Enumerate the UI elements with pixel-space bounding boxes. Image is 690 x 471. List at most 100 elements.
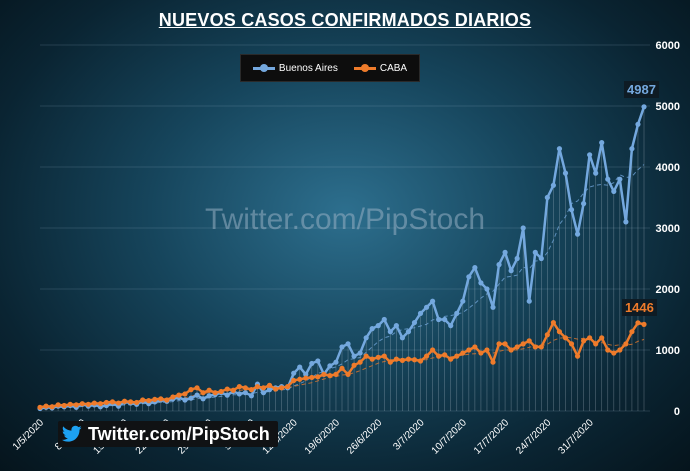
data-point-caba (212, 390, 218, 396)
data-point-caba (224, 386, 230, 392)
y-axis: 0 1000 2000 3000 4000 5000 6000 (656, 40, 680, 418)
data-point-caba (121, 398, 128, 404)
data-point-caba (375, 354, 381, 360)
data-point-buenos-aires (351, 353, 357, 359)
data-point-buenos-aires (333, 359, 339, 365)
data-point-caba (128, 399, 134, 405)
data-point-caba (43, 403, 49, 409)
data-point-caba (303, 375, 309, 381)
series-layer (37, 104, 647, 412)
data-point-buenos-aires (182, 397, 188, 403)
data-point-buenos-aires (393, 323, 399, 329)
data-point-buenos-aires (369, 326, 375, 332)
data-point-caba (381, 353, 387, 359)
data-point-buenos-aires (484, 286, 490, 292)
data-point-caba (182, 391, 188, 397)
data-point-buenos-aires (466, 274, 472, 280)
data-point-caba (109, 399, 116, 405)
annotation-buenos-aires-last: 4987 (624, 80, 659, 98)
data-point-caba (297, 376, 303, 382)
data-point-buenos-aires (587, 152, 593, 158)
data-point-caba (599, 335, 605, 341)
data-point-buenos-aires (532, 249, 538, 255)
data-point-buenos-aires (224, 392, 230, 398)
data-point-caba (351, 362, 357, 368)
data-point-caba (236, 384, 242, 390)
data-point-buenos-aires (617, 176, 623, 182)
data-point-buenos-aires (339, 344, 345, 350)
data-point-caba (496, 341, 502, 347)
data-point-caba (55, 402, 61, 408)
data-point-caba (158, 396, 164, 402)
data-point-caba (593, 341, 599, 347)
data-point-caba (49, 404, 55, 410)
y-tick-label: 3000 (656, 223, 680, 235)
data-point-buenos-aires (544, 194, 550, 201)
chart-title: NUEVOS CASOS CONFIRMADOS DIARIOS (158, 10, 532, 30)
data-point-buenos-aires (375, 323, 381, 329)
data-point-buenos-aires (363, 335, 369, 341)
data-point-buenos-aires (562, 170, 569, 176)
data-point-buenos-aires (236, 391, 242, 397)
data-point-buenos-aires (623, 219, 629, 225)
data-point-buenos-aires (556, 146, 563, 152)
annotation-caba-last: 1446 (621, 298, 657, 316)
legend: Buenos Aires CABA (240, 54, 420, 82)
data-point-buenos-aires (206, 393, 212, 399)
data-point-caba (478, 350, 484, 356)
data-point-buenos-aires (629, 146, 635, 152)
data-point-caba (321, 371, 327, 377)
data-point-caba (430, 347, 436, 353)
data-point-buenos-aires (417, 310, 424, 316)
data-point-caba (248, 387, 254, 393)
data-point-caba (629, 329, 635, 335)
data-point-caba (97, 401, 103, 407)
data-point-caba (405, 356, 412, 362)
data-point-caba (556, 329, 563, 335)
data-point-buenos-aires (611, 188, 617, 194)
data-point-caba (387, 359, 393, 365)
data-point-caba (466, 347, 472, 353)
data-point-caba (260, 385, 267, 391)
data-point-caba (508, 347, 514, 353)
data-point-caba (218, 388, 224, 395)
data-point-caba (544, 332, 550, 338)
data-point-buenos-aires (460, 298, 466, 304)
data-point-caba (170, 394, 176, 400)
data-point-buenos-aires (248, 393, 254, 399)
data-point-buenos-aires (309, 360, 315, 367)
data-point-caba (206, 387, 212, 393)
data-point-caba (562, 335, 569, 341)
data-point-buenos-aires (508, 268, 514, 274)
data-point-caba (242, 385, 248, 391)
data-point-caba (291, 377, 297, 384)
data-point-buenos-aires (526, 298, 532, 304)
data-point-buenos-aires (568, 207, 575, 213)
data-point-buenos-aires (327, 363, 333, 369)
data-point-buenos-aires (520, 225, 526, 231)
data-point-caba (194, 385, 200, 391)
data-point-buenos-aires (490, 304, 496, 310)
data-point-caba (79, 401, 85, 407)
data-point-buenos-aires (478, 280, 484, 286)
y-tick-label: 0 (674, 406, 680, 418)
trend-line-caba (58, 336, 645, 407)
data-point-buenos-aires (411, 319, 418, 326)
data-point-buenos-aires (260, 390, 267, 396)
data-point-buenos-aires (442, 316, 448, 323)
x-tick-label: 19/6/2020 (303, 417, 343, 457)
gridlines (40, 44, 650, 412)
data-point-buenos-aires (605, 176, 611, 182)
data-point-caba (417, 358, 424, 364)
data-point-buenos-aires (405, 329, 412, 335)
data-point-caba (605, 347, 611, 353)
twitter-badge[interactable]: Twitter.com/PipStoch (58, 421, 278, 447)
data-point-buenos-aires (194, 392, 200, 398)
data-point-buenos-aires (599, 140, 605, 146)
legend-swatch-caba (353, 64, 376, 72)
data-point-buenos-aires (387, 329, 393, 335)
data-point-caba (623, 341, 629, 347)
data-point-caba (399, 357, 405, 363)
data-point-caba (581, 338, 587, 344)
data-point-caba (472, 344, 478, 350)
